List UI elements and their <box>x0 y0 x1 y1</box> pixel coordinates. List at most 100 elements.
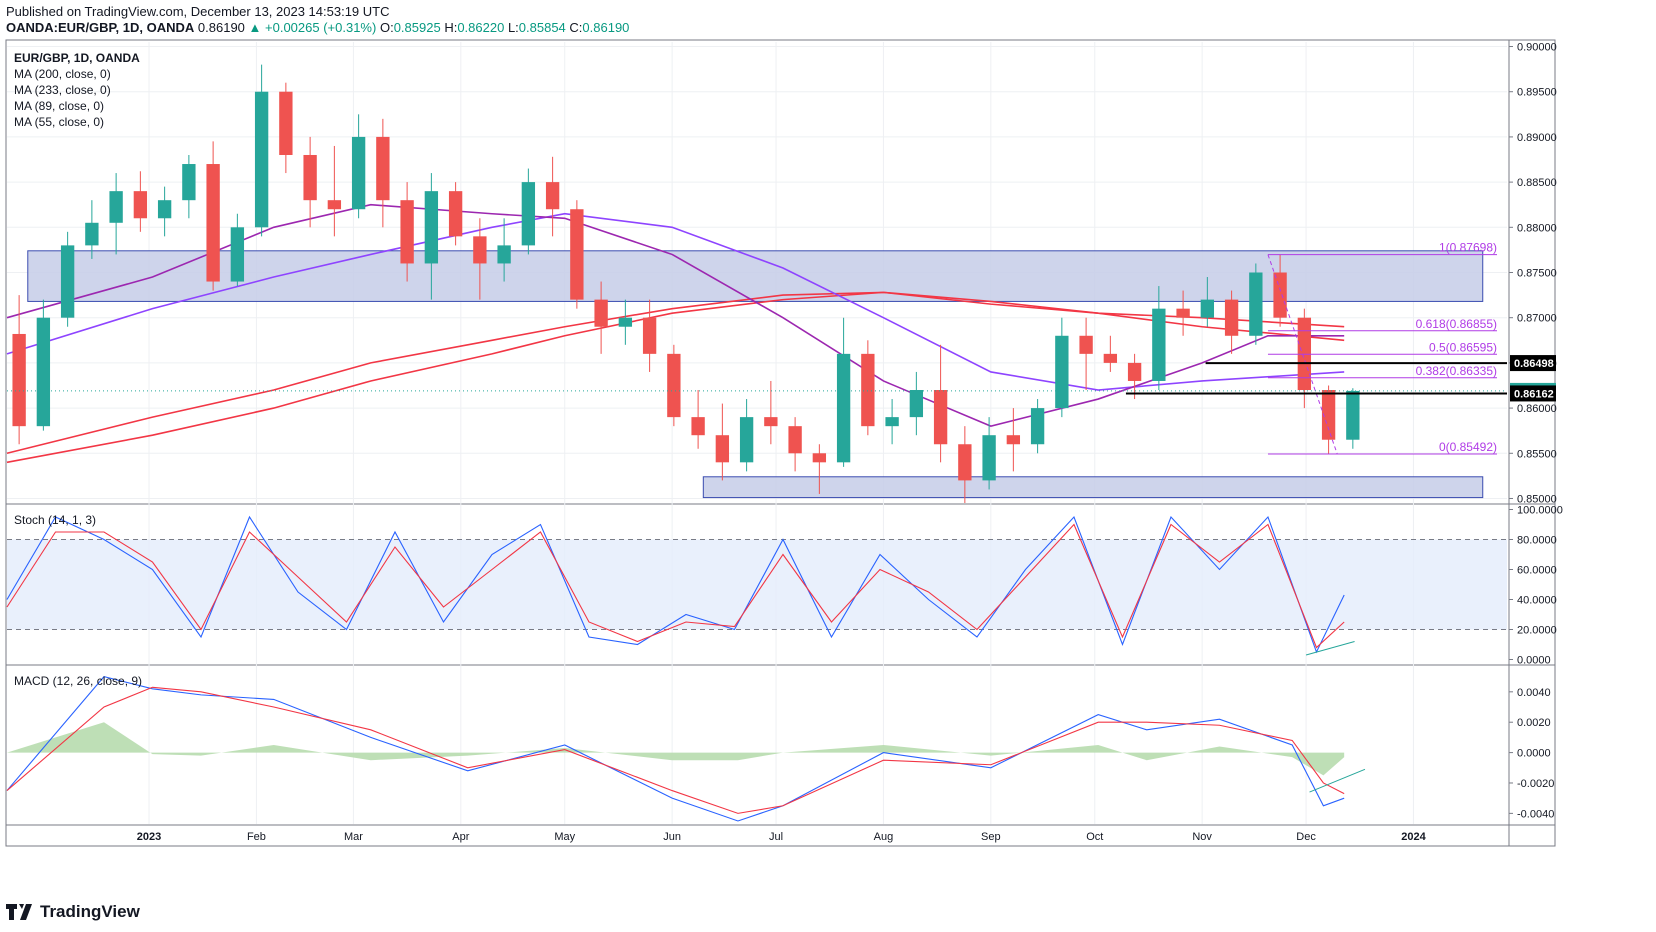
price-axis-label: 0.86498 <box>1514 358 1554 370</box>
macd-histogram <box>7 722 1345 776</box>
price-tick-label: 0.85500 <box>1517 448 1557 460</box>
fibonacci-label: 0.618(0.86855) <box>1416 317 1497 331</box>
candle-body <box>836 353 851 463</box>
candle-body <box>739 417 754 463</box>
legend-title: EUR/GBP, 1D, OANDA <box>14 51 140 65</box>
time-tick-label: Feb <box>247 831 266 843</box>
chart-frame <box>5 39 1556 847</box>
tradingview-logo-icon <box>6 904 32 920</box>
candle-body <box>36 317 51 427</box>
macd-divergence-line <box>1309 768 1366 793</box>
macd-tick-label: 0.0040 <box>1517 687 1551 699</box>
candle-body <box>1224 299 1239 336</box>
candle-body <box>982 435 996 481</box>
stoch-band <box>7 539 1507 630</box>
symbol-title: OANDA:EUR/GBP, 1D, OANDA <box>6 20 195 35</box>
fibonacci-label: 0.5(0.86595) <box>1429 340 1497 354</box>
stoch-k-line <box>6 515 1345 654</box>
price-tick-label: 0.86000 <box>1517 403 1557 415</box>
candle-body <box>594 299 608 327</box>
signal-line <box>6 686 1345 814</box>
candle-body <box>885 417 899 427</box>
stoch-title: Stoch (14, 1, 3) <box>14 513 96 527</box>
candle-body <box>1321 390 1336 440</box>
time-tick-label: Sep <box>981 831 1001 843</box>
candle-body <box>85 222 99 246</box>
candle-body <box>521 182 536 246</box>
stoch-tick-label: 20.0000 <box>1517 625 1557 637</box>
candle-body <box>764 417 778 427</box>
high-value: 0.86220 <box>457 20 505 35</box>
price-axis-label-bg <box>1510 355 1556 372</box>
candle-body <box>327 200 342 210</box>
candle-body <box>618 317 633 327</box>
candle-body <box>1200 299 1215 318</box>
time-tick-label: Aug <box>874 831 894 843</box>
candle-body <box>715 435 730 463</box>
candle-body <box>545 182 560 210</box>
open-label: O: <box>379 20 394 35</box>
chart-header: Published on TradingView.com, December 1… <box>6 4 629 36</box>
candle-body <box>1127 362 1142 381</box>
candle-body <box>788 426 802 454</box>
price-tick-label: 0.89000 <box>1517 132 1557 144</box>
price-tick-label: 0.90000 <box>1517 42 1557 54</box>
candle-body <box>1273 272 1287 318</box>
ma-55-line <box>6 203 1345 428</box>
candle-body <box>424 191 439 264</box>
published-line: Published on TradingView.com, December 1… <box>6 4 390 19</box>
candle-body <box>133 191 148 219</box>
candle-body <box>448 191 463 237</box>
candle-body <box>497 245 511 264</box>
stoch-tick-label: 80.0000 <box>1517 535 1557 547</box>
macd-line <box>6 676 1345 822</box>
time-tick-label: Mar <box>344 831 363 843</box>
candle-body <box>376 136 390 201</box>
candle-body <box>230 227 245 282</box>
fibonacci-label: 0(0.85492) <box>1439 440 1497 454</box>
time-tick-label: 2023 <box>137 831 161 843</box>
price-tick-label: 0.88500 <box>1517 177 1557 189</box>
macd-tick-label: 0.0000 <box>1517 748 1551 760</box>
macd-title: MACD (12, 26, close, 9) <box>14 674 142 688</box>
time-tick-label: Nov <box>1192 831 1212 843</box>
candle-body <box>351 136 366 210</box>
macd-tick-label: -0.0040 <box>1517 808 1554 820</box>
price-axis-label: 0.86162 <box>1514 388 1554 400</box>
time-tick-label: Jun <box>663 831 681 843</box>
candle-body <box>303 154 317 201</box>
candle-body <box>1103 353 1118 363</box>
price-tick-label: 0.85000 <box>1517 493 1557 505</box>
candle-body <box>691 417 705 436</box>
stoch-d-line <box>6 523 1345 649</box>
legend-ma233: MA (233, close, 0) <box>14 83 111 97</box>
last-price: 0.86190 <box>197 20 245 35</box>
candle-body <box>473 236 487 264</box>
macd-tick-label: 0.0020 <box>1517 717 1551 729</box>
support-resistance-zone <box>27 250 1484 302</box>
candle-body <box>400 200 414 264</box>
price-tick-label: 0.87500 <box>1517 268 1557 280</box>
ma-89-line <box>6 212 1345 391</box>
legend-ma55: MA (55, close, 0) <box>14 115 104 129</box>
high-label: H: <box>444 20 458 35</box>
price-axis-label-bg <box>1510 385 1556 402</box>
candle-body <box>958 444 972 481</box>
candle-body <box>60 245 75 318</box>
candle-body <box>933 390 948 445</box>
stoch-tick-label: 100.0000 <box>1517 505 1563 517</box>
brand-name: TradingView <box>40 902 140 921</box>
candle-body <box>206 164 220 282</box>
low-label: L: <box>507 20 519 35</box>
tradingview-logo: TradingView <box>6 902 140 922</box>
ma-200-line <box>6 291 1345 455</box>
support-resistance-zone <box>702 476 1484 499</box>
candle-body <box>157 200 172 219</box>
candle-body <box>642 317 657 354</box>
candle-body <box>12 333 26 427</box>
time-tick-label: Dec <box>1296 831 1316 843</box>
time-tick-label: May <box>554 831 575 843</box>
candle-body <box>909 390 924 418</box>
stoch-tick-label: 60.0000 <box>1517 565 1557 577</box>
